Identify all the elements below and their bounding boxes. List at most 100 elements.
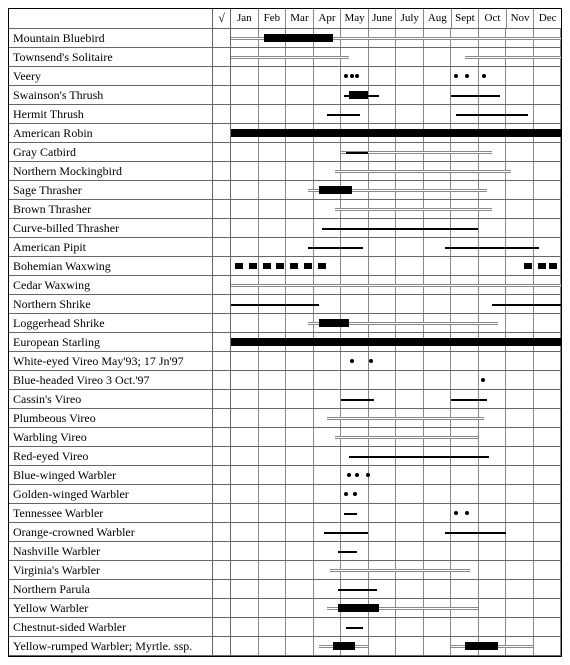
month-cell — [231, 200, 259, 218]
month-cell — [231, 181, 259, 199]
check-cell[interactable] — [213, 409, 231, 427]
check-cell[interactable] — [213, 143, 231, 161]
check-cell[interactable] — [213, 561, 231, 579]
check-cell[interactable] — [213, 29, 231, 47]
month-cell — [506, 143, 534, 161]
check-cell[interactable] — [213, 276, 231, 294]
occurrence-dot — [350, 74, 354, 78]
month-cell — [424, 352, 452, 370]
month-cell — [259, 352, 287, 370]
check-cell[interactable] — [213, 618, 231, 636]
month-cell — [396, 371, 424, 389]
species-timeline — [231, 409, 561, 427]
species-row: Red-eyed Vireo — [9, 447, 561, 466]
occurrence-bar — [330, 569, 470, 572]
month-cell — [341, 352, 369, 370]
check-cell[interactable] — [213, 314, 231, 332]
species-row: American Robin — [9, 124, 561, 143]
month-cell — [369, 238, 397, 256]
month-cell — [424, 618, 452, 636]
check-cell[interactable] — [213, 295, 231, 313]
occurrence-bar — [308, 247, 363, 249]
month-cell — [479, 428, 507, 446]
check-cell[interactable] — [213, 542, 231, 560]
species-row: American Pipit — [9, 238, 561, 257]
check-cell[interactable] — [213, 390, 231, 408]
month-header-july: July — [396, 9, 424, 28]
check-cell[interactable] — [213, 200, 231, 218]
month-cell — [259, 504, 287, 522]
month-header-nov: Nov — [507, 9, 535, 28]
check-cell[interactable] — [213, 181, 231, 199]
month-cell — [451, 485, 479, 503]
month-cell — [231, 542, 259, 560]
check-cell[interactable] — [213, 333, 231, 351]
month-cell — [369, 618, 397, 636]
check-cell[interactable] — [213, 637, 231, 655]
check-cell[interactable] — [213, 504, 231, 522]
occurrence-bar — [338, 604, 379, 612]
check-cell[interactable] — [213, 67, 231, 85]
month-cell — [286, 162, 314, 180]
check-cell[interactable] — [213, 466, 231, 484]
month-cell — [231, 67, 259, 85]
month-cell — [259, 485, 287, 503]
species-row: Yellow Warbler — [9, 599, 561, 618]
species-timeline — [231, 542, 561, 560]
check-header: √ — [213, 9, 231, 28]
check-cell[interactable] — [213, 162, 231, 180]
check-cell[interactable] — [213, 238, 231, 256]
species-timeline — [231, 466, 561, 484]
check-cell[interactable] — [213, 219, 231, 237]
month-cell — [286, 504, 314, 522]
month-cell — [231, 352, 259, 370]
month-cell — [259, 542, 287, 560]
month-cell — [259, 409, 287, 427]
month-cell — [534, 618, 562, 636]
month-cell — [396, 390, 424, 408]
species-timeline — [231, 67, 561, 85]
check-cell[interactable] — [213, 105, 231, 123]
species-name: Brown Thrasher — [9, 200, 213, 218]
month-cell — [506, 371, 534, 389]
month-cell — [259, 428, 287, 446]
month-cell — [341, 257, 369, 275]
check-cell[interactable] — [213, 580, 231, 598]
month-cell — [231, 314, 259, 332]
month-cell — [479, 257, 507, 275]
month-cell — [534, 162, 562, 180]
month-cell — [396, 257, 424, 275]
month-cell — [424, 48, 452, 66]
check-cell[interactable] — [213, 48, 231, 66]
occurrence-bar — [264, 34, 333, 42]
species-row: Blue-winged Warbler — [9, 466, 561, 485]
check-cell[interactable] — [213, 371, 231, 389]
occurrence-bar — [335, 170, 511, 173]
month-cell — [314, 504, 342, 522]
species-row: Curve-billed Thrasher — [9, 219, 561, 238]
month-cell — [231, 504, 259, 522]
species-timeline — [231, 257, 561, 275]
month-cell — [286, 409, 314, 427]
check-cell[interactable] — [213, 599, 231, 617]
species-timeline — [231, 276, 561, 294]
month-cell — [259, 162, 287, 180]
check-cell[interactable] — [213, 86, 231, 104]
check-cell[interactable] — [213, 352, 231, 370]
check-cell[interactable] — [213, 485, 231, 503]
check-cell[interactable] — [213, 523, 231, 541]
species-row: Northern Mockingbird — [9, 162, 561, 181]
month-cell — [506, 409, 534, 427]
month-cell — [506, 504, 534, 522]
month-cell — [369, 466, 397, 484]
check-cell[interactable] — [213, 124, 231, 142]
occurrence-bar — [451, 399, 487, 401]
check-cell[interactable] — [213, 447, 231, 465]
month-header-oct: Oct — [479, 9, 507, 28]
check-cell[interactable] — [213, 257, 231, 275]
species-timeline — [231, 428, 561, 446]
month-cell — [424, 504, 452, 522]
species-timeline — [231, 504, 561, 522]
check-cell[interactable] — [213, 428, 231, 446]
month-cell — [534, 390, 562, 408]
